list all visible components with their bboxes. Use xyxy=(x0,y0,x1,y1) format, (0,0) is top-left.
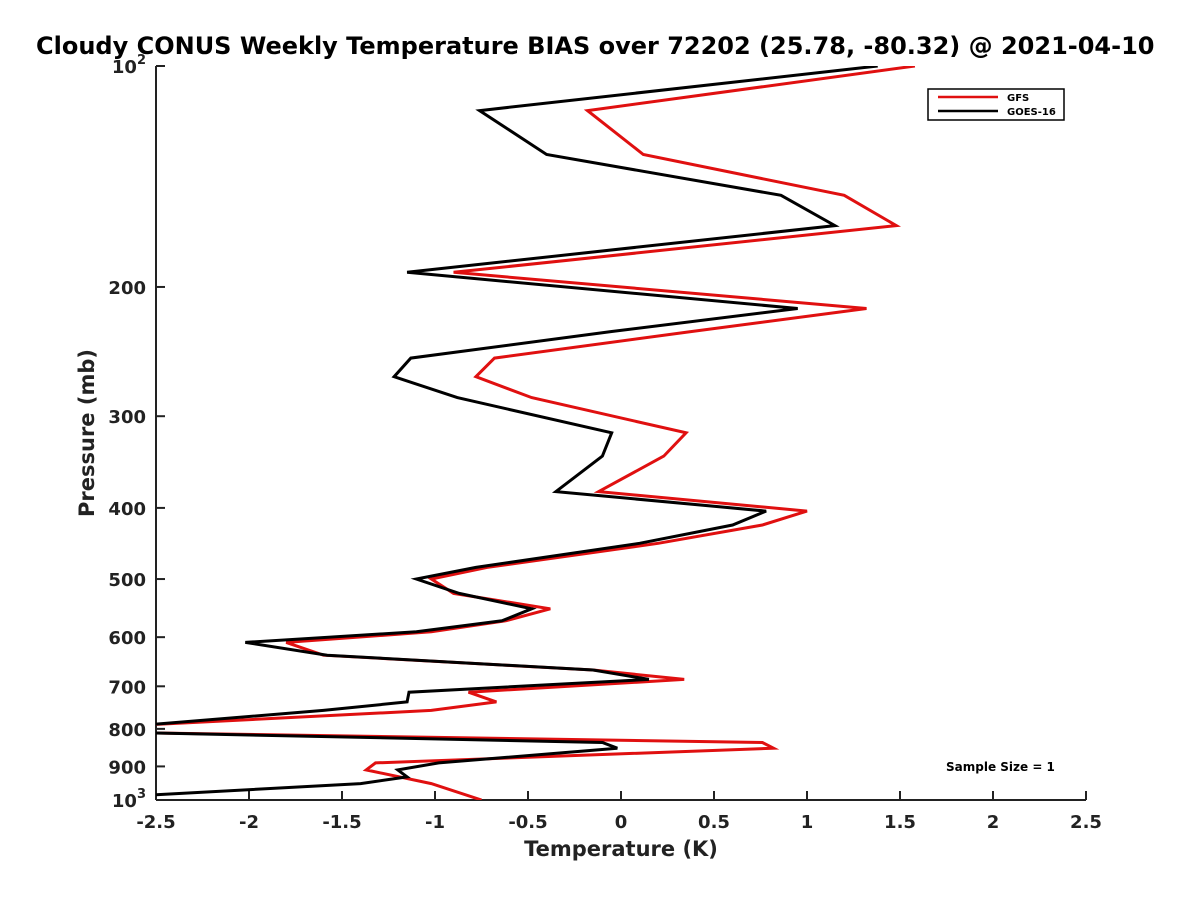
x-tick-label: -2.5 xyxy=(136,812,175,833)
y-tick-label: 900 xyxy=(108,757,146,778)
series-lines xyxy=(156,66,916,800)
x-tick-label: 0 xyxy=(615,812,628,833)
x-tick-label: -1.5 xyxy=(322,812,361,833)
axes: -2.5 -2 -1.5 -1 -0.5 0 0.5 1 1.5 2 2.5 102 200 300 400… xyxy=(108,53,1102,833)
y-tick-label: 500 xyxy=(108,570,146,591)
x-tick-label: -2 xyxy=(239,812,259,833)
series-line-goes-16 xyxy=(156,66,878,797)
legend-label-gfs: GFS xyxy=(1007,93,1029,104)
x-tick-label: 1 xyxy=(801,812,814,833)
y-tick-label: 103 xyxy=(112,787,146,812)
y-tick-label: 700 xyxy=(108,677,146,698)
y-tick-label: 400 xyxy=(108,499,146,520)
x-tick-label: 1.5 xyxy=(884,812,916,833)
y-tick-label: 300 xyxy=(108,407,146,428)
legend-label-goes-16: GOES-16 xyxy=(1007,107,1056,118)
y-tick-label: 800 xyxy=(108,720,146,741)
y-tick-label: 102 xyxy=(112,53,146,78)
legend: GFS GOES-16 xyxy=(927,88,1065,121)
y-tick-label: 200 xyxy=(108,278,146,299)
sample-size-annotation: Sample Size = 1 xyxy=(946,760,1055,774)
x-tick-label: -1 xyxy=(425,812,445,833)
legend-box xyxy=(927,88,1065,121)
x-axis-label: Temperature (K) xyxy=(524,837,718,861)
x-tick-label: -0.5 xyxy=(508,812,547,833)
y-tick-label: 600 xyxy=(108,628,146,649)
x-tick-label: 2 xyxy=(987,812,1000,833)
chart-title: Cloudy CONUS Weekly Temperature BIAS ove… xyxy=(36,32,1154,60)
series-line-gfs xyxy=(156,66,916,800)
x-tick-label: 2.5 xyxy=(1070,812,1102,833)
x-tick-label: 0.5 xyxy=(698,812,730,833)
y-axis-label: Pressure (mb) xyxy=(75,349,99,517)
